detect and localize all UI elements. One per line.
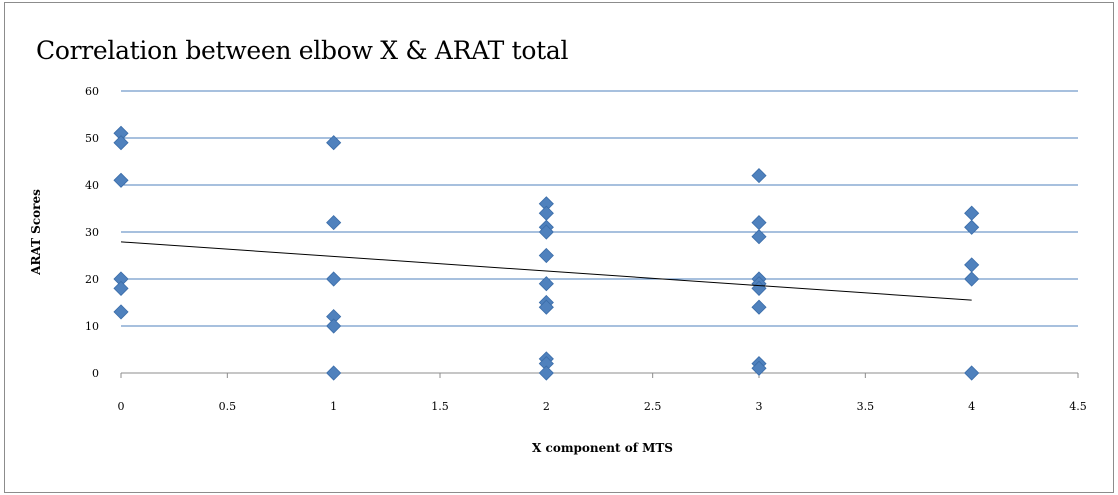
x-tick-label: 1: [330, 400, 337, 413]
data-point: [326, 318, 342, 334]
y-tick-label: 10: [85, 320, 99, 333]
data-point: [326, 271, 342, 287]
x-axis-ticks: 0 0.5 1 1.5 2 2.5 3 3.5 4 4.5: [118, 373, 1087, 413]
data-point: [113, 135, 129, 151]
y-tick-label: 50: [85, 132, 99, 145]
data-point: [751, 360, 767, 376]
data-point: [964, 205, 980, 221]
y-tick-label: 0: [92, 367, 99, 380]
data-point: [326, 365, 342, 381]
y-axis-title: ARAT Scores: [29, 189, 43, 276]
x-tick-label: 4.5: [1069, 400, 1087, 413]
y-tick-label: 60: [85, 85, 99, 98]
data-point: [751, 215, 767, 231]
x-tick-label: 2: [543, 400, 550, 413]
data-point: [964, 257, 980, 273]
data-points: [113, 125, 980, 381]
data-point: [538, 365, 554, 381]
data-point: [751, 229, 767, 245]
x-tick-label: 3: [756, 400, 763, 413]
data-point: [326, 135, 342, 151]
x-tick-label: 0: [118, 400, 125, 413]
chart-title: Correlation between elbow X & ARAT total: [36, 36, 569, 65]
trendline: [120, 241, 972, 301]
x-axis-title: X component of MTS: [532, 441, 673, 455]
data-point: [538, 276, 554, 292]
data-point: [113, 172, 129, 188]
x-tick-label: 0.5: [219, 400, 237, 413]
x-tick-label: 4: [968, 400, 975, 413]
data-point: [538, 247, 554, 264]
data-point: [538, 224, 554, 240]
x-tick-label: 1.5: [431, 400, 449, 413]
data-point: [964, 365, 980, 381]
y-tick-label: 20: [85, 273, 99, 286]
data-point: [326, 215, 342, 231]
y-tick-label: 40: [85, 179, 99, 192]
data-point: [964, 219, 980, 235]
gridlines: [121, 90, 1078, 327]
x-tick-label: 3.5: [857, 400, 875, 413]
data-point: [964, 271, 980, 287]
y-axis-ticks: 0 10 20 30 40 50 60: [85, 85, 99, 380]
data-point: [751, 168, 767, 184]
x-tick-label: 2.5: [644, 400, 662, 413]
chart-frame: [4, 2, 1114, 493]
data-point: [538, 299, 554, 315]
data-point: [113, 280, 129, 296]
data-point: [113, 304, 129, 320]
data-point: [538, 205, 554, 221]
data-point: [751, 299, 767, 315]
y-tick-label: 30: [85, 226, 99, 239]
